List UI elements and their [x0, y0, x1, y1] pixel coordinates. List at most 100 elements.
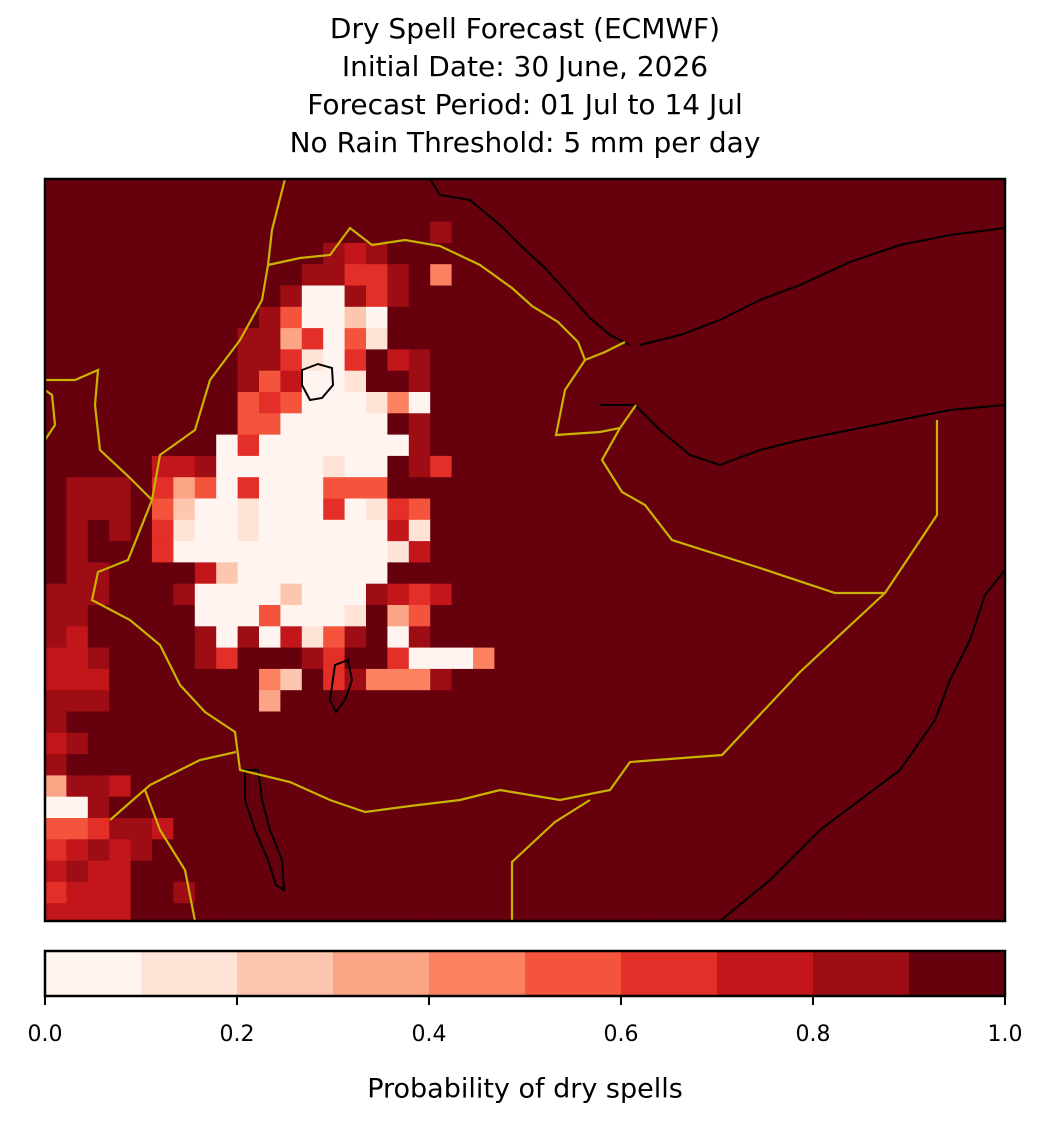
cell: [66, 413, 89, 436]
cell: [66, 626, 89, 649]
cell: [922, 881, 945, 904]
cell: [772, 754, 795, 776]
cell: [580, 179, 602, 201]
cell: [580, 647, 602, 670]
cell: [836, 242, 859, 265]
cell: [216, 370, 239, 393]
cell: [922, 796, 945, 819]
cell: [729, 242, 752, 265]
cell: [280, 306, 303, 329]
cell: [772, 647, 795, 670]
cell: [537, 881, 560, 904]
cell: [301, 881, 324, 904]
cell: [601, 626, 624, 649]
cell: [580, 498, 602, 521]
cell: [665, 264, 688, 287]
cell: [152, 881, 174, 904]
colorbar-tick-label: 0.8: [796, 1022, 831, 1047]
cell: [194, 434, 217, 457]
cell: [130, 732, 153, 755]
cell: [109, 754, 132, 776]
border: [267, 226, 626, 362]
cell: [259, 434, 281, 457]
cell: [430, 498, 453, 521]
cell: [687, 626, 709, 649]
cell: [537, 264, 560, 287]
cell: [687, 732, 709, 755]
cell: [45, 668, 67, 691]
cell: [515, 562, 538, 585]
cell: [644, 775, 667, 798]
cell: [451, 221, 474, 244]
cell: [66, 860, 89, 883]
cell: [366, 519, 388, 542]
colorbar-frame: [43, 949, 1007, 998]
cell: [665, 626, 688, 649]
cell: [130, 370, 153, 393]
cell: [280, 818, 303, 840]
cell: [280, 796, 303, 819]
cell: [772, 541, 795, 563]
cell: [301, 860, 324, 883]
cell: [194, 477, 217, 500]
cell: [130, 818, 153, 840]
cell: [259, 732, 281, 755]
cell: [901, 626, 923, 649]
cell: [687, 179, 709, 201]
cell: [194, 860, 217, 883]
cell: [237, 668, 260, 691]
cell: [644, 328, 667, 350]
cell: [216, 264, 239, 287]
cell: [901, 647, 923, 670]
cell: [301, 498, 324, 521]
cell: [794, 881, 816, 904]
cell: [751, 732, 774, 755]
cell: [515, 434, 538, 457]
cell: [194, 626, 217, 649]
cell: [687, 392, 709, 414]
cell: [815, 711, 838, 734]
cell: [687, 455, 709, 478]
cell: [237, 903, 260, 921]
cell: [794, 690, 816, 713]
cell: [387, 732, 410, 755]
cell: [173, 221, 196, 244]
cell: [644, 477, 667, 500]
cell: [836, 668, 859, 691]
cell: [751, 221, 774, 244]
cell: [237, 775, 260, 798]
cell: [173, 541, 196, 563]
cell: [237, 413, 260, 436]
cell: [708, 583, 731, 606]
cell: [965, 903, 988, 921]
cell: [537, 328, 560, 350]
cell: [815, 754, 838, 776]
cell: [580, 881, 602, 904]
cell: [173, 242, 196, 265]
cell: [323, 477, 346, 500]
cell: [644, 200, 667, 223]
cell: [858, 583, 881, 606]
cell: [687, 818, 709, 840]
cell: [751, 818, 774, 840]
cell: [601, 200, 624, 223]
cell: [430, 647, 453, 670]
cell: [708, 690, 731, 713]
cell: [644, 860, 667, 883]
cell: [537, 626, 560, 649]
cell: [601, 711, 624, 734]
cell: [622, 754, 645, 776]
cell: [408, 264, 431, 287]
cell: [45, 242, 67, 265]
cell: [580, 242, 602, 265]
coastline: [429, 179, 631, 346]
cell: [687, 903, 709, 921]
cell: [216, 668, 239, 691]
cell: [879, 860, 902, 883]
cell: [644, 668, 667, 691]
cell: [794, 370, 816, 393]
cell: [943, 434, 966, 457]
colorbar-tick-label: 0.4: [412, 1022, 447, 1047]
cell: [986, 605, 1005, 627]
cell: [644, 179, 667, 201]
